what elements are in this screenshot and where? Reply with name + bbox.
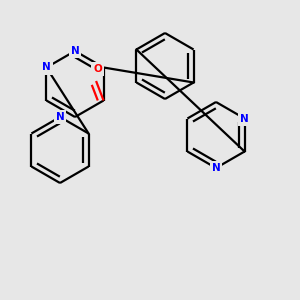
- Text: N: N: [240, 113, 249, 124]
- Text: N: N: [212, 163, 220, 173]
- Text: O: O: [93, 64, 102, 74]
- Text: N: N: [70, 46, 80, 56]
- Text: N: N: [56, 112, 64, 122]
- Text: N: N: [42, 62, 51, 73]
